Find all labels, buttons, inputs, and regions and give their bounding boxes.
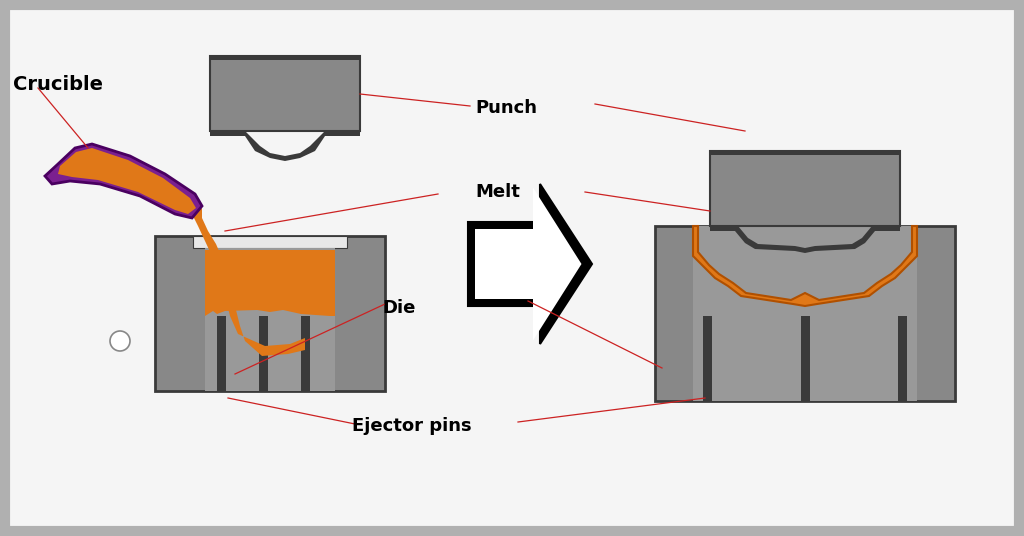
Bar <box>205 248 335 391</box>
Polygon shape <box>193 208 305 356</box>
Bar <box>801 316 810 401</box>
Bar <box>301 316 309 391</box>
Bar <box>703 316 712 401</box>
Bar <box>693 226 918 401</box>
Bar <box>655 226 955 401</box>
Bar <box>155 236 385 391</box>
Text: Ejector pins: Ejector pins <box>352 417 472 435</box>
Bar <box>210 56 360 60</box>
Bar <box>898 316 907 401</box>
Polygon shape <box>475 188 582 340</box>
Polygon shape <box>205 250 335 316</box>
Polygon shape <box>45 144 202 218</box>
Polygon shape <box>710 226 900 253</box>
Polygon shape <box>58 148 196 214</box>
Polygon shape <box>468 184 592 344</box>
Bar <box>259 316 267 391</box>
Bar <box>710 151 900 226</box>
Text: Melt: Melt <box>475 183 520 201</box>
Circle shape <box>110 331 130 351</box>
Text: Punch: Punch <box>475 99 537 117</box>
Text: Crucible: Crucible <box>13 75 103 93</box>
Polygon shape <box>210 131 360 161</box>
Bar <box>193 236 347 248</box>
Bar <box>217 316 225 391</box>
Polygon shape <box>693 226 918 306</box>
Bar <box>210 56 360 131</box>
Bar <box>710 151 900 155</box>
Text: Die: Die <box>382 299 416 317</box>
